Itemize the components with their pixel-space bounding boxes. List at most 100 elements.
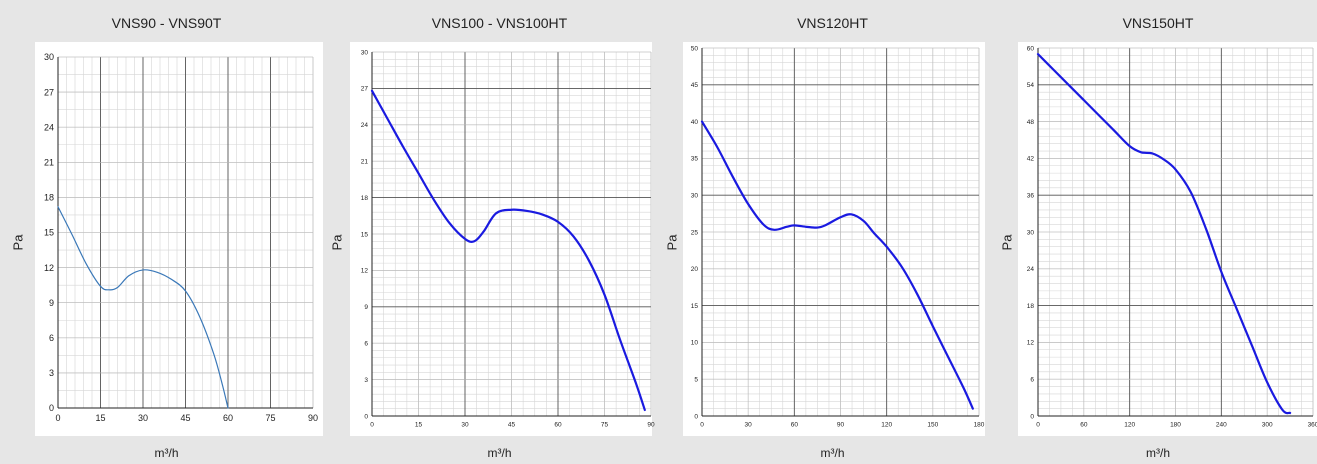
x-tick-label: 60 [1080, 422, 1088, 429]
chart-panel-vns90: VNS90 - VNS90T 0 15 30 45 60 75 90 0 3 6 9 12 15 18 21… [0, 0, 333, 464]
y-tick-label: 6 [1030, 376, 1034, 383]
x-tick-label: 150 [927, 422, 938, 429]
x-tick-label: 90 [837, 422, 845, 429]
y-tick-label: 40 [691, 119, 699, 126]
x-tick-label: 0 [55, 413, 60, 423]
y-tick-label: 18 [44, 193, 54, 203]
x-tick-label: 300 [1262, 422, 1273, 429]
y-tick-label: 27 [44, 87, 54, 97]
y-axis-label: Pa [329, 234, 345, 251]
chart-svg: 0 15 30 45 60 75 90 0 3 6 9 12 15 18 21 24 27 30 [350, 42, 655, 436]
y-axis-label: Pa [664, 234, 680, 251]
y-tick-label: 3 [49, 368, 54, 378]
chart-background [35, 42, 323, 436]
y-tick-label: 18 [361, 195, 369, 202]
chart-title: VNS150HT [1122, 15, 1194, 31]
x-tick-label: 30 [461, 422, 469, 429]
x-tick-label: 0 [700, 422, 704, 429]
x-axis-label: m³/h [1146, 446, 1170, 460]
y-tick-label: 15 [361, 231, 369, 238]
x-tick-label: 60 [223, 413, 233, 423]
x-tick-label: 90 [308, 413, 318, 423]
y-tick-label: 30 [361, 49, 369, 56]
series-line [700, 120, 974, 410]
y-tick-label: 30 [1027, 229, 1035, 236]
grid [371, 51, 652, 417]
y-tick-label: 25 [691, 229, 699, 236]
x-tick-label: 120 [1124, 422, 1135, 429]
y-tick-label: 0 [364, 413, 368, 420]
y-tick-label: 35 [691, 156, 699, 163]
chart-panel-vns150ht: VNS150HT 0 60 120 180 240 300 360 0 6 12 18 24 30 36 4… [999, 0, 1317, 464]
chart-title: VNS120HT [797, 15, 868, 31]
y-tick-label: 21 [44, 157, 54, 167]
chart-title: VNS100 - VNS100HT [431, 15, 568, 31]
y-tick-label: 24 [1027, 266, 1035, 273]
x-tick-label: 90 [647, 422, 655, 429]
y-tick-label: 0 [49, 403, 54, 413]
x-tick-label: 0 [1036, 422, 1040, 429]
y-tick-label: 30 [691, 192, 699, 199]
y-tick-label: 27 [361, 86, 369, 93]
chart-background [1018, 42, 1317, 436]
y-tick-label: 54 [1027, 82, 1035, 89]
y-tick-label: 5 [694, 376, 698, 383]
y-tick-label: 9 [49, 298, 54, 308]
y-tick-label: 12 [44, 263, 54, 273]
y-tick-label: 6 [364, 340, 368, 347]
series-line [1036, 53, 1292, 415]
y-tick-label: 12 [1027, 340, 1035, 347]
y-tick-label: 0 [694, 413, 698, 420]
chart-panel-vns100: VNS100 - VNS100HT 0 15 30 45 60 75 90 0 3 6 9 12 15 1… [329, 0, 666, 464]
y-tick-label: 48 [1027, 119, 1035, 126]
chart-svg: 0 30 60 90 120 150 180 0 5 10 15 20 25 30 35 40 45 50 [683, 42, 985, 436]
series-line [370, 89, 646, 412]
chart-title: VNS90 - VNS90T [111, 15, 222, 31]
y-tick-label: 20 [691, 266, 699, 273]
y-tick-label: 0 [1030, 413, 1034, 420]
y-tick-label: 24 [44, 122, 54, 132]
y-tick-label: 10 [691, 340, 699, 347]
chart-svg: 0 15 30 45 60 75 90 0 3 6 9 12 15 18 21 24 27 30 [35, 42, 323, 436]
y-tick-label: 3 [364, 377, 368, 384]
y-axis-label: Pa [999, 234, 1015, 251]
x-tick-label: 240 [1216, 422, 1227, 429]
x-axis-label: m³/h [154, 446, 179, 460]
x-tick-label: 360 [1308, 422, 1317, 429]
chart-background [350, 42, 652, 436]
x-tick-label: 180 [974, 422, 985, 429]
chart-svg: 0 60 120 180 240 300 360 0 6 12 18 24 30 36 42 48 54 60 [1018, 42, 1317, 436]
y-tick-label: 6 [49, 333, 54, 343]
y-tick-label: 15 [44, 228, 54, 238]
x-tick-label: 75 [601, 422, 609, 429]
y-tick-label: 24 [361, 122, 369, 129]
y-axis-label: Pa [10, 234, 26, 251]
x-tick-label: 120 [881, 422, 892, 429]
x-tick-label: 75 [265, 413, 275, 423]
x-axis-label: m³/h [487, 446, 512, 460]
grid [57, 56, 314, 409]
series-line [57, 206, 229, 409]
x-tick-label: 30 [138, 413, 148, 423]
x-tick-label: 15 [415, 422, 423, 429]
x-tick-label: 60 [791, 422, 799, 429]
y-tick-label: 45 [691, 82, 699, 89]
y-tick-label: 21 [361, 158, 369, 165]
x-tick-label: 0 [370, 422, 374, 429]
y-tick-label: 42 [1027, 156, 1035, 163]
x-tick-label: 180 [1170, 422, 1181, 429]
y-tick-label: 12 [361, 268, 369, 275]
y-tick-label: 9 [364, 304, 368, 311]
y-tick-label: 36 [1027, 192, 1035, 199]
x-axis-label: m³/h [820, 446, 845, 460]
y-tick-label: 60 [1027, 45, 1035, 52]
x-tick-label: 45 [508, 422, 516, 429]
chart-panel-vns120ht: VNS120HT 0 30 60 90 120 150 180 0 5 10 15 20 25 30 35 4… [664, 0, 999, 464]
y-tick-label: 30 [44, 52, 54, 62]
y-tick-label: 15 [691, 303, 699, 310]
x-tick-label: 45 [180, 413, 190, 423]
x-tick-label: 60 [554, 422, 562, 429]
y-tick-label: 18 [1027, 303, 1035, 310]
x-tick-label: 30 [745, 422, 753, 429]
x-tick-label: 15 [95, 413, 105, 423]
